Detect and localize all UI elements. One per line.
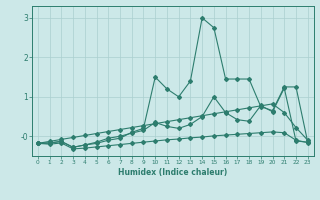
X-axis label: Humidex (Indice chaleur): Humidex (Indice chaleur) — [118, 168, 228, 177]
